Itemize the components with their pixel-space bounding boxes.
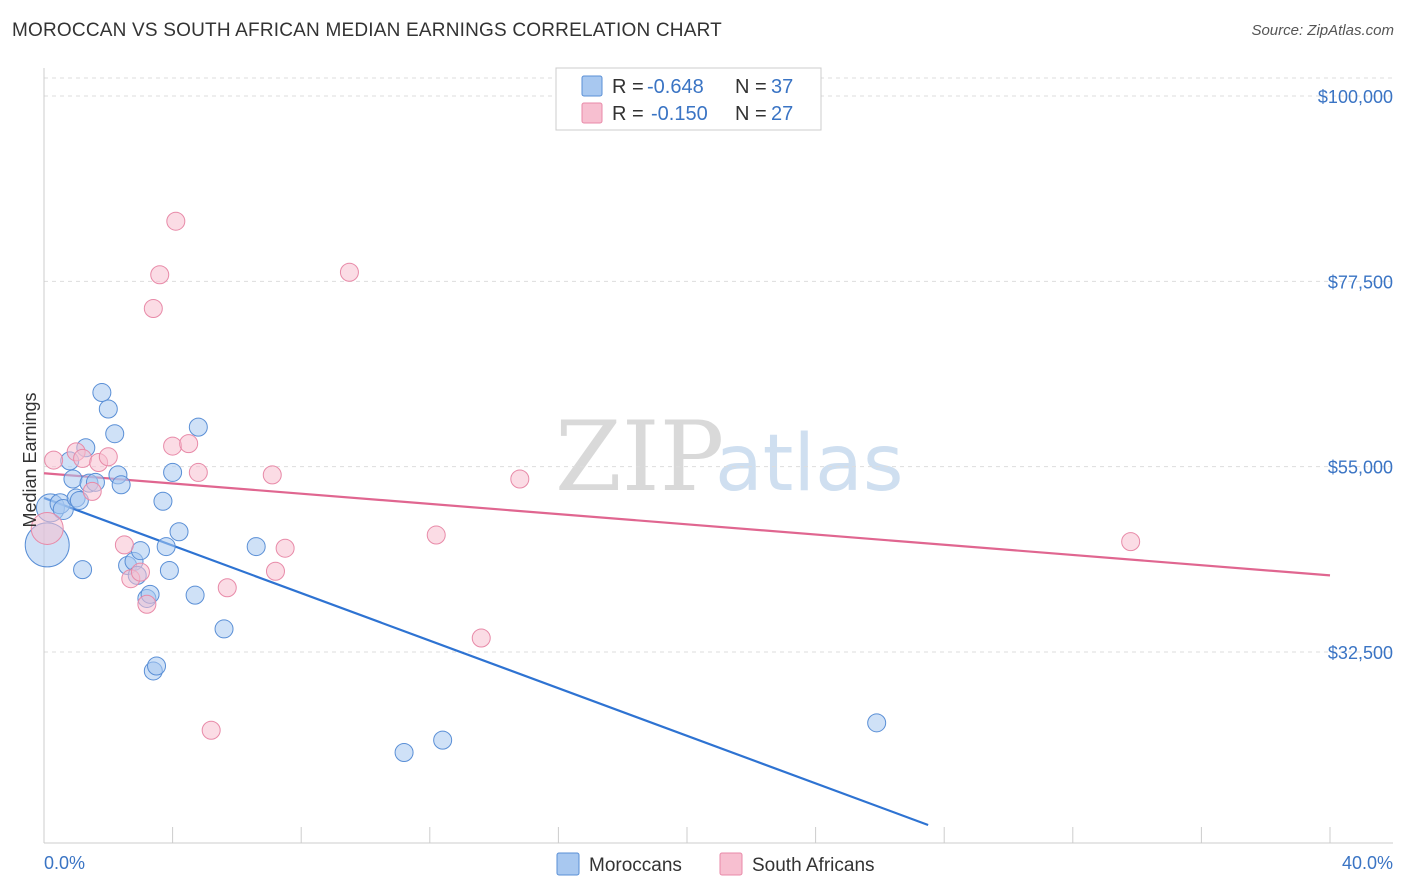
x-tick-label-max: 40.0% bbox=[1342, 853, 1393, 873]
bottom-legend-swatch-south-africans bbox=[719, 852, 743, 876]
point-south-africans-10 bbox=[137, 594, 157, 614]
point-moroccans-10 bbox=[92, 383, 112, 403]
y-tick-label-0: $32,500 bbox=[1328, 643, 1393, 663]
point-moroccans-27 bbox=[169, 522, 189, 542]
data-points bbox=[24, 211, 1141, 762]
point-south-africans-7 bbox=[114, 535, 134, 555]
x-tick-labels: 0.0% 40.0% bbox=[44, 853, 1393, 873]
point-south-africans-9 bbox=[130, 562, 150, 582]
y-tick-label-1: $55,000 bbox=[1328, 458, 1393, 478]
point-south-africans-6 bbox=[98, 447, 118, 467]
bottom-legend-label-south-africans: South Africans bbox=[752, 855, 875, 876]
legend-swatch-south-africans bbox=[581, 102, 603, 124]
correlation-legend: R = -0.648 N = 37 R = -0.150 N = 27 bbox=[555, 67, 822, 131]
point-moroccans-33 bbox=[433, 730, 453, 750]
point-moroccans-23 bbox=[153, 491, 173, 511]
chart-title: MOROCCAN VS SOUTH AFRICAN MEDIAN EARNING… bbox=[12, 20, 722, 41]
legend-r-label-south-africans: R = bbox=[612, 103, 644, 125]
point-moroccans-26 bbox=[163, 462, 183, 482]
trend-line-south-africans bbox=[43, 472, 1331, 577]
watermark-atlas: atlas bbox=[715, 419, 904, 509]
point-south-africans-23 bbox=[426, 525, 446, 545]
legend-swatch-moroccans bbox=[581, 75, 603, 97]
point-south-africans-11 bbox=[143, 299, 163, 319]
point-moroccans-34 bbox=[867, 713, 887, 733]
point-south-africans-3 bbox=[73, 448, 93, 468]
point-moroccans-25 bbox=[159, 560, 179, 580]
point-moroccans-18 bbox=[130, 541, 150, 561]
point-moroccans-22 bbox=[147, 656, 167, 676]
point-moroccans-31 bbox=[246, 537, 266, 557]
y-tick-label-2: $77,500 bbox=[1328, 272, 1393, 292]
y-axis-label: Median Earnings bbox=[20, 392, 40, 527]
point-moroccans-30 bbox=[214, 619, 234, 639]
point-moroccans-29 bbox=[188, 417, 208, 437]
watermark: ZIP atlas bbox=[555, 401, 904, 513]
point-south-africans-12 bbox=[150, 265, 170, 285]
point-south-africans-20 bbox=[265, 561, 285, 581]
legend-r-value-south-africans: -0.150 bbox=[651, 103, 708, 125]
point-south-africans-4 bbox=[82, 481, 102, 501]
point-moroccans-12 bbox=[105, 424, 125, 444]
point-south-africans-22 bbox=[339, 262, 359, 282]
point-moroccans-28 bbox=[185, 585, 205, 605]
point-south-africans-16 bbox=[188, 462, 208, 482]
point-south-africans-14 bbox=[166, 211, 186, 231]
point-south-africans-0 bbox=[30, 511, 64, 545]
point-moroccans-11 bbox=[98, 399, 118, 419]
legend-n-value-moroccans: 37 bbox=[771, 76, 793, 98]
series-legend: Moroccans South Africans bbox=[556, 852, 875, 876]
trend-line-moroccans bbox=[43, 496, 929, 827]
point-moroccans-6 bbox=[69, 490, 89, 510]
y-tick-labels: $32,500 $55,000 $77,500 $100,000 bbox=[1318, 87, 1393, 663]
point-moroccans-4 bbox=[63, 469, 83, 489]
point-south-africans-17 bbox=[201, 720, 221, 740]
bottom-legend-swatch-moroccans bbox=[556, 852, 580, 876]
legend-r-label-moroccans: R = bbox=[612, 76, 644, 98]
point-moroccans-32 bbox=[394, 742, 414, 762]
point-south-africans-19 bbox=[262, 465, 282, 485]
point-moroccans-14 bbox=[111, 475, 131, 495]
legend-r-value-moroccans: -0.648 bbox=[647, 76, 704, 98]
axes bbox=[43, 68, 1393, 844]
point-south-africans-21 bbox=[275, 538, 295, 558]
point-moroccans-2 bbox=[52, 498, 74, 520]
point-moroccans-24 bbox=[156, 537, 176, 557]
legend-n-value-south-africans: 27 bbox=[771, 103, 793, 125]
point-south-africans-1 bbox=[44, 450, 64, 470]
source-label: Source: ZipAtlas.com bbox=[1251, 22, 1394, 39]
point-south-africans-18 bbox=[217, 578, 237, 598]
point-moroccans-36 bbox=[73, 560, 93, 580]
watermark-zip: ZIP bbox=[555, 401, 724, 513]
point-south-africans-24 bbox=[471, 628, 491, 648]
point-south-africans-25 bbox=[510, 469, 530, 489]
point-south-africans-13 bbox=[163, 436, 183, 456]
y-tick-label-3: $100,000 bbox=[1318, 87, 1393, 107]
legend-n-label-south-africans: N = bbox=[735, 103, 767, 125]
x-tick-label-min: 0.0% bbox=[44, 853, 85, 873]
point-south-africans-15 bbox=[179, 434, 199, 454]
trend-lines bbox=[43, 472, 1331, 827]
point-south-africans-26 bbox=[1121, 532, 1141, 552]
grid-lines bbox=[44, 77, 1393, 653]
bottom-legend-label-moroccans: Moroccans bbox=[589, 855, 682, 876]
legend-n-label-moroccans: N = bbox=[735, 76, 767, 98]
